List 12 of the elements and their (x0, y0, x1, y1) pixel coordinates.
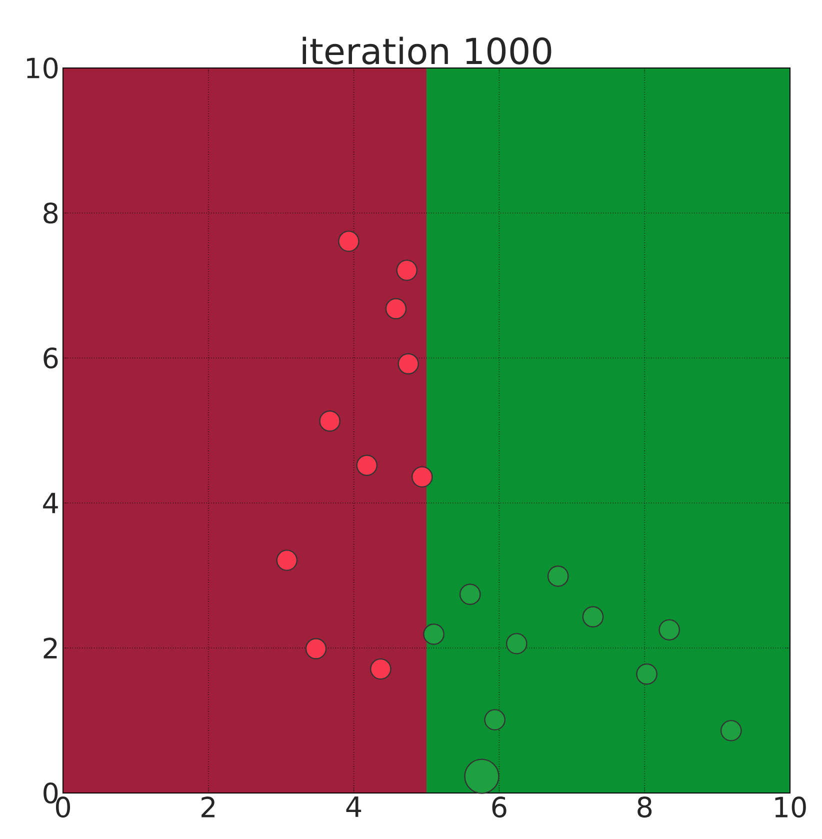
y-tick-label: 8 (44, 202, 58, 224)
y-tick-label: 4 (43, 492, 58, 514)
x-tick-label: 10 (775, 796, 806, 818)
x-tick-label: 8 (638, 796, 652, 818)
y-tick-label: 10 (27, 57, 58, 79)
y-tick-label: 2 (44, 638, 57, 658)
chart-title: iteration 1000 (302, 36, 552, 64)
x-tick-label: 2 (202, 796, 214, 818)
y-tick-label: 6 (44, 347, 58, 369)
x-tick-label: 4 (346, 796, 362, 817)
x-tick-label: 6 (492, 796, 506, 818)
y-tick-label: 0 (44, 782, 58, 804)
